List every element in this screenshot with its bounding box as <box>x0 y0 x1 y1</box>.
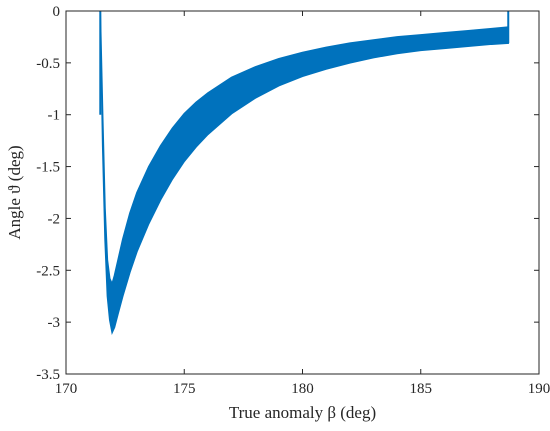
x-tick-label: 180 <box>291 381 314 397</box>
y-tick-label: -1 <box>48 108 61 124</box>
x-axis: 170 175 180 185 190 <box>55 11 550 397</box>
y-tick-label: -1.5 <box>36 160 60 176</box>
x-tick-label: 190 <box>528 381 550 397</box>
x-tick-label: 170 <box>55 381 78 397</box>
y-tick-label: -3.5 <box>36 367 60 383</box>
y-axis-label: Angle ϑ (deg) <box>5 145 24 239</box>
series-layer <box>99 10 510 335</box>
y-tick-label: 0 <box>53 4 61 20</box>
x-tick-label: 185 <box>410 381 433 397</box>
y-axis: 0 -0.5 -1 -1.5 -2 -2.5 -3 -3.5 <box>36 4 539 383</box>
y-tick-label: -2 <box>48 211 61 227</box>
y-tick-label: -2.5 <box>36 263 60 279</box>
y-tick-label: -0.5 <box>36 56 60 72</box>
x-axis-label: True anomaly β (deg) <box>229 403 376 422</box>
y-tick-label: -3 <box>48 315 61 331</box>
x-tick-label: 175 <box>173 381 196 397</box>
